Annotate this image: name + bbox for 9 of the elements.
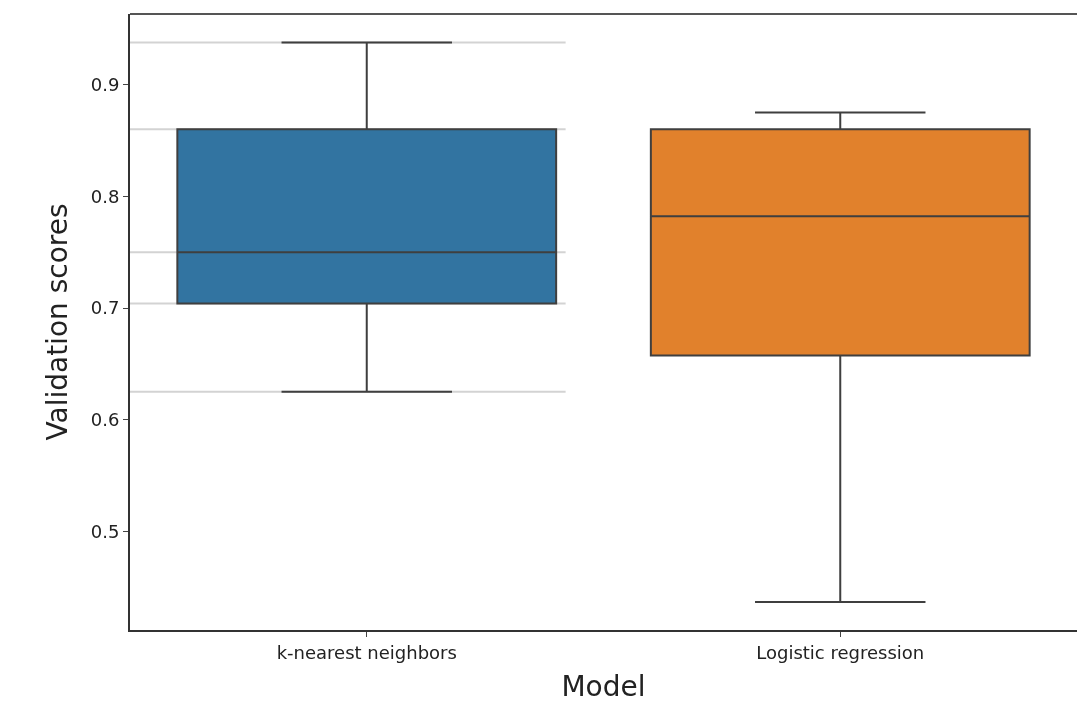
y-tick-label: 0.5 bbox=[90, 520, 120, 542]
y-tick-label: 0.7 bbox=[90, 297, 120, 319]
y-tick-label: 0.6 bbox=[90, 409, 120, 431]
y-tick-label: 0.9 bbox=[90, 73, 120, 95]
y-tick-label: 0.8 bbox=[90, 185, 120, 207]
x-axis-title: Model bbox=[561, 670, 646, 704]
x-tick-label: Logistic regression bbox=[756, 641, 925, 663]
x-tick-label: k-nearest neighbors bbox=[276, 641, 457, 663]
y-axis-title: Validation scores bbox=[40, 203, 74, 441]
